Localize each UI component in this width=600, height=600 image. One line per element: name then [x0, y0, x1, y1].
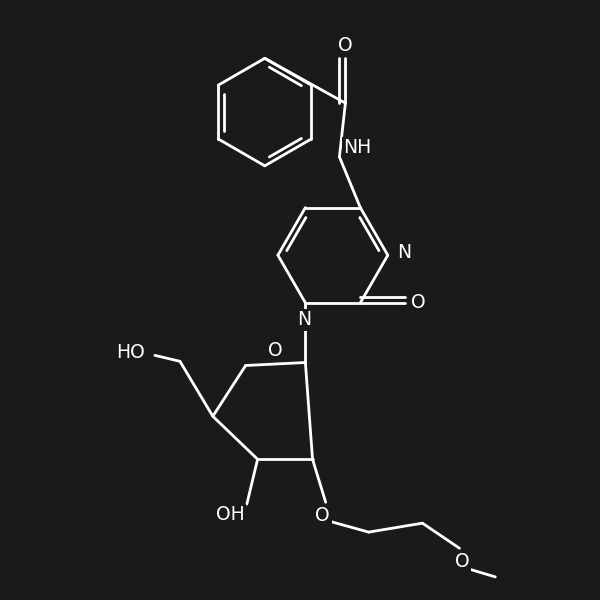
Text: N: N — [397, 243, 412, 262]
Text: O: O — [411, 293, 425, 312]
Text: HO: HO — [116, 343, 145, 362]
Text: O: O — [455, 552, 470, 571]
Text: O: O — [316, 506, 330, 525]
Text: O: O — [268, 341, 283, 361]
Text: N: N — [297, 310, 311, 329]
Text: OH: OH — [216, 505, 245, 524]
Text: NH: NH — [343, 139, 371, 157]
Text: O: O — [338, 35, 353, 55]
